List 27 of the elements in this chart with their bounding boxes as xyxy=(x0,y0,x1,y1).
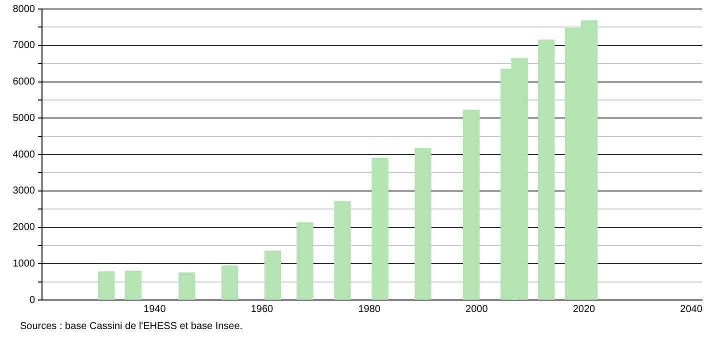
bar xyxy=(372,158,388,300)
x-tick-label: 2020 xyxy=(572,304,596,315)
bar xyxy=(334,201,351,300)
bar xyxy=(462,110,480,300)
y-tick-label: 4000 xyxy=(12,149,36,160)
bar xyxy=(98,271,115,300)
bar xyxy=(296,222,314,300)
y-tick-label: 6000 xyxy=(12,76,36,88)
bar xyxy=(264,250,282,300)
y-tick-label: 2000 xyxy=(12,222,36,233)
y-tick-label: 7000 xyxy=(12,40,36,52)
y-tick-label: 3000 xyxy=(12,186,36,197)
y-tick-label: 0 xyxy=(29,294,36,306)
bar xyxy=(124,270,142,300)
bar xyxy=(538,40,555,300)
bar xyxy=(178,272,196,300)
y-tick-label: 1000 xyxy=(12,258,36,270)
x-tick-label: 1980 xyxy=(358,304,381,315)
x-tick-label: 2000 xyxy=(466,304,488,315)
y-tick-label: 8000 xyxy=(12,4,36,15)
bar xyxy=(414,148,432,300)
source-note: Sources : base Cassini de l'EHESS et base Insee. xyxy=(20,321,243,332)
x-tick-label: 1940 xyxy=(144,304,166,315)
x-tick-label: 2040 xyxy=(680,304,703,315)
x-tick-label: 1960 xyxy=(250,304,274,315)
bar xyxy=(221,265,238,300)
y-tick-label: 5000 xyxy=(12,112,36,124)
